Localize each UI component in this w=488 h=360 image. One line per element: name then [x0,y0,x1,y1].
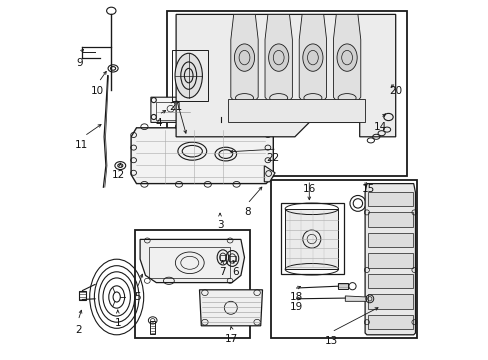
Text: 9: 9 [76,58,83,68]
Ellipse shape [234,44,254,71]
Text: 11: 11 [74,140,87,150]
Bar [337,283,347,289]
Polygon shape [264,166,275,182]
Ellipse shape [175,53,202,98]
Bar [367,315,412,329]
Bar [220,255,225,260]
Polygon shape [230,14,258,101]
Text: 18: 18 [289,292,303,302]
Text: 6: 6 [232,267,239,277]
Text: 12: 12 [112,170,125,180]
Text: 19: 19 [289,302,303,312]
Polygon shape [264,14,292,101]
Text: 4: 4 [155,118,162,128]
Polygon shape [299,14,326,101]
Polygon shape [199,290,262,326]
Text: 20: 20 [388,86,402,96]
Text: 1: 1 [114,318,121,328]
Bar [280,203,343,274]
Bar [367,274,412,288]
Text: 13: 13 [325,336,338,346]
Text: 2: 2 [75,325,81,335]
Bar [367,253,412,268]
Bar [271,180,416,338]
Text: 21: 21 [169,102,183,112]
Bar [228,99,365,122]
Bar [285,209,338,269]
Polygon shape [176,14,395,137]
Polygon shape [140,239,244,283]
Text: 8: 8 [244,207,250,217]
Text: 16: 16 [302,184,315,194]
Text: 15: 15 [361,184,374,194]
Bar [149,247,230,278]
Text: 17: 17 [225,334,238,344]
Polygon shape [131,128,273,184]
Bar [150,321,155,334]
Bar [79,291,86,300]
Text: 14: 14 [373,122,386,132]
Bar [228,256,235,261]
Text: 3: 3 [216,220,223,230]
Polygon shape [333,14,360,101]
Polygon shape [365,184,415,335]
Text: 22: 22 [266,153,279,163]
Text: 7: 7 [219,267,225,277]
Bar [367,294,412,309]
Ellipse shape [268,44,288,71]
Ellipse shape [336,44,356,71]
Text: 5: 5 [134,292,140,302]
Text: 10: 10 [90,86,103,96]
Polygon shape [345,296,366,301]
Bar [367,233,412,247]
Polygon shape [151,97,206,122]
Bar [167,11,406,176]
Bar [171,50,207,101]
Bar [134,230,249,338]
Bar [156,102,192,120]
Bar [367,212,412,227]
Bar [367,192,412,206]
Ellipse shape [302,44,322,71]
